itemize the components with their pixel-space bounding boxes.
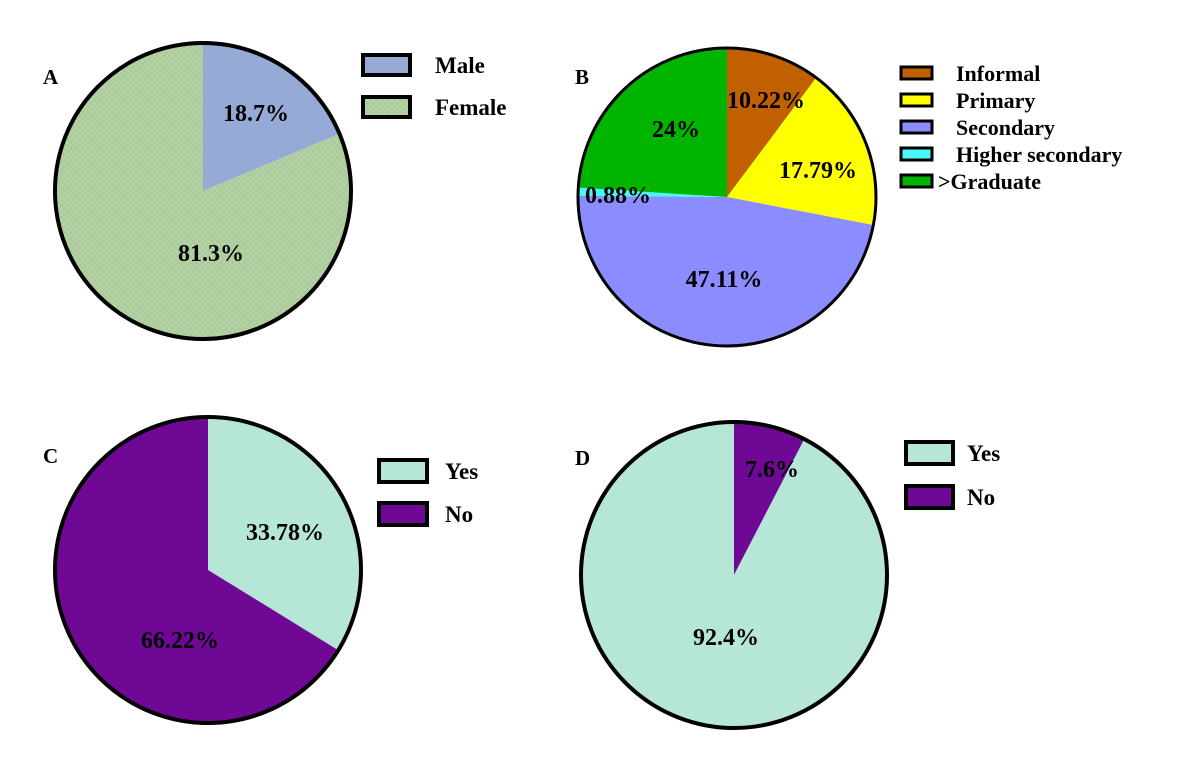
- pie-slice-yes: [580, 422, 887, 728]
- pie-slice-no: [734, 422, 805, 575]
- pie-slice-male: [203, 42, 340, 191]
- pie-slice-primary: [727, 77, 876, 226]
- slice-label-informal: 10.22%: [727, 88, 805, 114]
- panel-letter: B: [575, 65, 589, 89]
- slice-label-graduate: 24%: [652, 117, 700, 143]
- slice-label-female: 81.3%: [178, 241, 244, 267]
- legend-label-primary: Primary: [956, 88, 1035, 113]
- legend-swatch-yes: [904, 440, 955, 466]
- legend-swatch-male: [361, 53, 412, 77]
- legend-label-no: No: [445, 502, 473, 527]
- pie-panel-c: 33.78% 66.22% C Yes No: [43, 415, 478, 725]
- slice-label-male: 18.7%: [223, 101, 289, 127]
- legend-swatch-no: [377, 501, 429, 527]
- pie-slice-graduate: [578, 48, 727, 197]
- legend-swatch-no: [904, 484, 955, 510]
- legend-label-graduate: >Graduate: [938, 169, 1041, 194]
- legend-label-male: Male: [435, 53, 485, 78]
- pie-panel-d: 7.6% 92.4% D Yes No: [575, 420, 1000, 730]
- legend-label-yes: Yes: [967, 441, 1000, 466]
- slice-label-no: 66.22%: [141, 628, 219, 654]
- legend-label-yes: Yes: [445, 459, 478, 484]
- legend: Yes No: [377, 458, 478, 527]
- legend-label-informal: Informal: [956, 61, 1040, 86]
- legend-swatch-primary: [899, 92, 934, 108]
- pie-outline: [579, 420, 889, 730]
- legend-swatch-higher-secondary: [899, 146, 934, 162]
- legend-label-female: Female: [435, 95, 507, 120]
- pie-slice-higher-secondary: [578, 187, 727, 197]
- panel-letter: C: [43, 444, 58, 468]
- legend-swatch-yes: [377, 458, 429, 484]
- legend-swatch-secondary: [899, 119, 934, 135]
- pie-slice-female: [55, 43, 352, 340]
- pie-panel-a: 18.7% 81.3% A Male Female: [43, 41, 507, 341]
- legend: Male Female: [361, 53, 507, 120]
- slice-label-higher-secondary: 0.88%: [585, 183, 651, 209]
- pie-slice-yes: [208, 417, 361, 651]
- slice-label-primary: 17.79%: [779, 158, 857, 184]
- slice-label-yes: 33.78%: [246, 520, 324, 546]
- pie-slice-secondary: [577, 195, 874, 347]
- pie-slice-informal: [727, 48, 817, 197]
- panel-letter: A: [43, 65, 59, 89]
- pie-outline: [576, 46, 878, 348]
- legend: Yes No: [904, 440, 1000, 510]
- slice-label-secondary: 47.11%: [686, 267, 763, 293]
- slice-label-yes: 92.4%: [693, 625, 759, 651]
- legend-swatch-informal: [899, 65, 934, 81]
- slice-label-no: 7.6%: [745, 457, 799, 483]
- pie-outline: [53, 415, 363, 725]
- legend-label-secondary: Secondary: [956, 115, 1055, 140]
- pie-slice-no: [54, 417, 339, 724]
- pie-panel-b: 10.22% 17.79% 47.11% 0.88% 24% B InformalPrima…: [575, 46, 1122, 348]
- panel-letter: D: [575, 446, 590, 470]
- pie-outline: [53, 41, 353, 341]
- legend-swatch-graduate: [899, 173, 934, 189]
- legend-swatch-female: [361, 95, 412, 119]
- legend-label-no: No: [967, 485, 995, 510]
- legend-label-higher-secondary: Higher secondary: [956, 142, 1122, 167]
